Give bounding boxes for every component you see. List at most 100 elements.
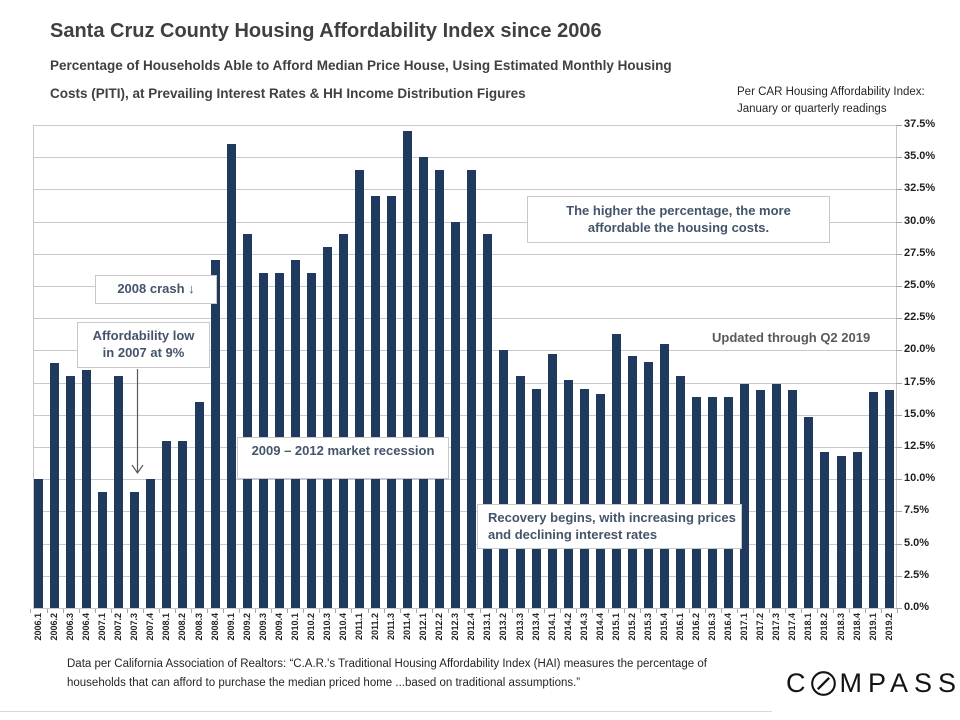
- bar: [50, 363, 60, 608]
- x-axis-label: 2017.4: [787, 613, 798, 641]
- bar: [788, 390, 798, 608]
- bar: [34, 479, 43, 608]
- x-axis-tick: [110, 609, 112, 613]
- x-axis-tick: [784, 609, 786, 613]
- gridline: [33, 511, 896, 513]
- x-axis-label: 2015.1: [610, 613, 621, 641]
- x-axis-label: 2006.2: [49, 613, 60, 641]
- x-axis-label: 2018.3: [835, 613, 846, 641]
- gridline: [33, 382, 896, 384]
- annotation-2007-low-line-1: Affordability low: [92, 328, 195, 343]
- bar: [515, 376, 525, 608]
- bar: [178, 440, 188, 608]
- x-axis-tick: [239, 609, 241, 613]
- annotation-2007-low: Affordability low in 2007 at 9%: [77, 322, 210, 368]
- x-axis-label: 2011.3: [386, 613, 397, 641]
- x-axis-tick: [544, 609, 546, 613]
- bar: [290, 260, 300, 608]
- gridline: [33, 125, 896, 126]
- x-axis-label: 2018.1: [803, 613, 814, 641]
- x-axis-label: 2012.3: [450, 613, 461, 641]
- bar: [146, 479, 156, 608]
- bar: [355, 170, 364, 608]
- bar: [724, 396, 734, 608]
- y-axis-tick: [896, 382, 902, 384]
- x-axis-tick: [126, 609, 128, 613]
- x-axis-tick: [223, 609, 225, 613]
- subtitle-line-1: Percentage of Households Able to Afford …: [50, 58, 672, 73]
- compass-logo: C MPASS: [786, 668, 960, 699]
- gridline: [33, 318, 896, 320]
- page-title: Santa Cruz County Housing Affordability …: [50, 20, 602, 42]
- bar: [467, 170, 477, 608]
- bar: [371, 195, 381, 608]
- y-axis-label: 15.0%: [904, 407, 936, 420]
- x-axis-label: 2009.1: [225, 613, 236, 641]
- annotation-2007-low-line-2: in 2007 at 9%: [102, 344, 185, 360]
- x-axis-label: 2010.2: [305, 613, 316, 641]
- x-axis-label: 2008.3: [193, 613, 204, 641]
- x-axis-tick: [576, 609, 578, 613]
- bar: [435, 170, 445, 608]
- x-axis-label: 2017.3: [771, 613, 782, 641]
- annotation-recovery-line-2: and declining interest rates: [488, 526, 658, 542]
- x-axis-tick: [816, 609, 818, 613]
- x-axis-label: 2014.2: [562, 613, 573, 641]
- x-axis-tick: [142, 609, 144, 613]
- y-axis-tick: [896, 221, 902, 223]
- x-axis-label: 2018.4: [851, 613, 862, 641]
- x-axis-label: 2011.4: [402, 613, 413, 641]
- updated-through-label: Updated through Q2 2019: [712, 330, 871, 345]
- gridline: [33, 189, 896, 191]
- bar: [66, 376, 76, 608]
- x-axis-tick: [46, 609, 48, 613]
- x-axis-label: 2014.1: [546, 613, 557, 641]
- y-axis-tick: [896, 157, 902, 159]
- y-axis-label: 30.0%: [904, 214, 936, 227]
- bar: [210, 260, 220, 608]
- bar: [419, 157, 429, 608]
- x-axis-tick: [174, 609, 176, 613]
- x-axis-label: 2011.2: [370, 613, 381, 641]
- gridline: [33, 575, 896, 577]
- y-axis-label: 27.5%: [904, 246, 936, 259]
- x-axis-label: 2009.2: [241, 613, 252, 641]
- x-axis-label: 2013.1: [482, 613, 493, 641]
- x-axis-tick: [287, 609, 289, 613]
- bar: [531, 389, 541, 608]
- gridline: [33, 447, 896, 448]
- x-axis-tick: [399, 609, 401, 613]
- bar: [114, 376, 124, 608]
- annotation-market-recession: 2009 – 2012 market recession: [237, 437, 449, 479]
- x-axis-tick: [207, 609, 209, 613]
- bar: [836, 456, 846, 608]
- x-axis-tick: [511, 609, 513, 613]
- bar: [194, 401, 204, 608]
- x-axis-label: 2006.1: [33, 613, 43, 641]
- bar: [852, 452, 862, 608]
- annotation-2008-crash: 2008 crash ↓: [95, 275, 217, 304]
- subtitle-line-2: Costs (PITI), at Prevailing Interest Rat…: [50, 86, 526, 101]
- x-axis-label: 2012.2: [434, 613, 445, 641]
- x-axis-label: 2012.1: [418, 613, 429, 641]
- x-axis-tick: [640, 609, 642, 613]
- x-axis-tick: [62, 609, 64, 613]
- y-axis-label: 25.0%: [904, 279, 936, 291]
- y-axis-label: 12.5%: [904, 440, 936, 452]
- x-axis-label: 2017.1: [739, 613, 750, 641]
- x-axis-label: 2007.4: [145, 613, 156, 641]
- y-axis-label: 22.5%: [904, 311, 936, 324]
- x-axis-label: 2008.1: [161, 613, 172, 641]
- gridline: [33, 414, 896, 416]
- x-axis-tick: [367, 609, 369, 613]
- annotation-market-recession-text: 2009 – 2012 market recession: [251, 443, 435, 458]
- x-axis-tick: [560, 609, 562, 613]
- y-axis-label: 7.5%: [904, 504, 930, 517]
- x-axis-label: 2013.3: [514, 613, 525, 641]
- x-axis-tick: [881, 609, 883, 613]
- x-axis-label: 2008.4: [209, 613, 220, 641]
- bar: [338, 234, 348, 608]
- x-axis-tick: [656, 609, 658, 613]
